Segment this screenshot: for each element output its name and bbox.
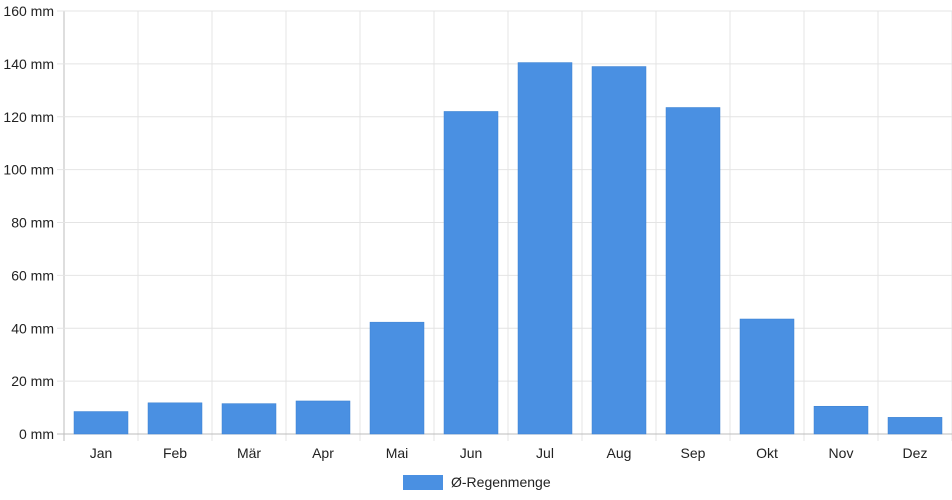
y-tick-label: 160 mm xyxy=(3,3,54,19)
x-tick-label: Okt xyxy=(756,445,778,461)
y-axis-ticks: 0 mm 20 mm 40 mm 60 mm 80 mm 100 mm 120 mm 140 … xyxy=(3,3,54,442)
y-tick-label: 60 mm xyxy=(11,267,54,283)
x-tick-label: Sep xyxy=(681,445,706,461)
bar-mai[interactable] xyxy=(369,321,425,435)
y-tick-label: 100 mm xyxy=(3,162,54,178)
x-tick-label: Mai xyxy=(386,445,409,461)
bar-mär[interactable] xyxy=(221,403,277,435)
y-tick-label: 80 mm xyxy=(11,215,54,231)
bar-aug[interactable] xyxy=(591,66,647,435)
x-tick-label: Mär xyxy=(237,445,261,461)
y-tick-label: 140 mm xyxy=(3,56,54,72)
bar-feb[interactable] xyxy=(147,402,203,435)
bar-okt[interactable] xyxy=(739,318,795,435)
legend-label[interactable]: Ø-Regenmenge xyxy=(451,474,551,490)
bar-jun[interactable] xyxy=(443,111,499,435)
x-axis-ticks: Jan Feb Mär Apr Mai Jun Jul Aug Sep Okt Nov Dez xyxy=(90,445,928,461)
x-tick-label: Jan xyxy=(90,445,113,461)
bar-sep[interactable] xyxy=(665,107,721,435)
x-tick-label: Feb xyxy=(163,445,187,461)
y-tick-label: 40 mm xyxy=(11,320,54,336)
vertical-grid xyxy=(63,11,952,441)
x-tick-label: Jul xyxy=(536,445,554,461)
horizontal-grid xyxy=(57,10,952,435)
y-tick-label: 120 mm xyxy=(3,109,54,125)
x-tick-label: Aug xyxy=(607,445,632,461)
bar-jan[interactable] xyxy=(73,411,129,435)
y-tick-label: 0 mm xyxy=(19,426,54,442)
legend-swatch[interactable] xyxy=(403,475,443,490)
bar-nov[interactable] xyxy=(813,405,869,435)
y-tick-label: 20 mm xyxy=(11,373,54,389)
bar-dez[interactable] xyxy=(887,417,943,435)
bar-jul[interactable] xyxy=(517,62,573,435)
x-tick-label: Apr xyxy=(312,445,334,461)
x-tick-label: Dez xyxy=(903,445,928,461)
x-tick-label: Nov xyxy=(829,445,854,461)
legend[interactable]: Ø-Regenmenge xyxy=(403,474,551,490)
x-tick-label: Jun xyxy=(460,445,483,461)
bar-apr[interactable] xyxy=(295,400,351,435)
bars xyxy=(73,62,943,435)
